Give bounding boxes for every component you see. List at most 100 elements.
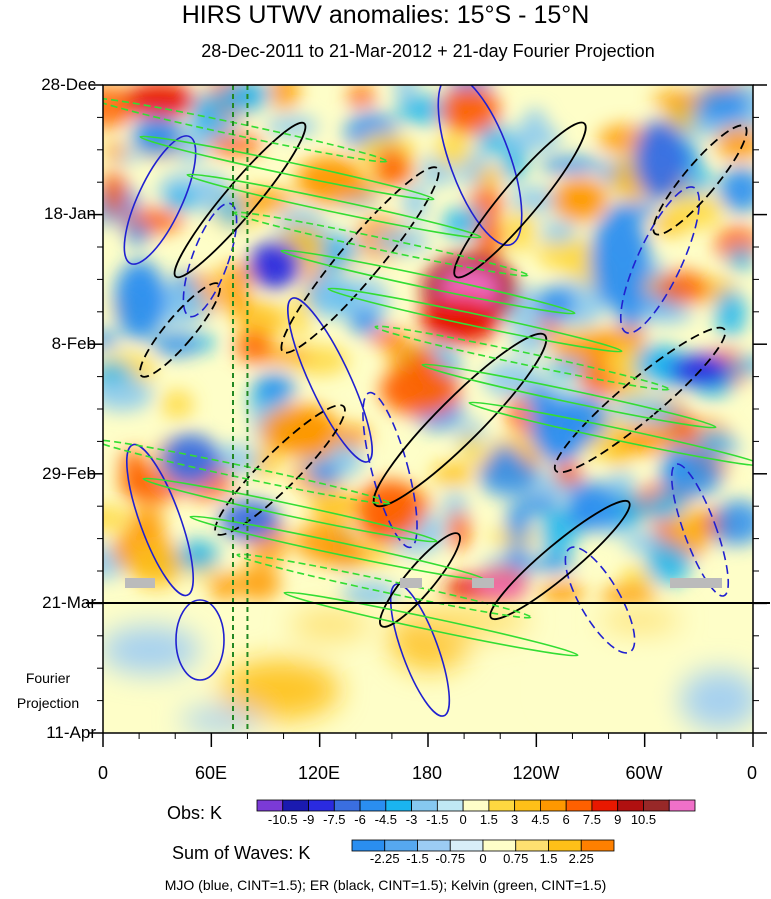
colorbar-swatch bbox=[515, 839, 549, 852]
anomaly-blob bbox=[728, 246, 753, 271]
anomaly-blob bbox=[564, 242, 587, 280]
anomaly-blob bbox=[349, 309, 382, 335]
kelvin-contour bbox=[142, 477, 438, 543]
x-tick-label: 60W bbox=[625, 763, 663, 783]
colorbar-tick-label: -3 bbox=[405, 812, 418, 827]
anomaly-blob bbox=[434, 132, 472, 168]
anomaly-blob bbox=[717, 166, 753, 213]
kelvin-contour bbox=[236, 553, 532, 619]
anomaly-blob bbox=[657, 270, 708, 305]
colorbar-tick-label: 9 bbox=[614, 812, 622, 827]
strong-anomaly-blob bbox=[249, 241, 301, 289]
projection-blob bbox=[600, 608, 680, 632]
colorbar-tick-label: 2.25 bbox=[568, 851, 594, 866]
waves-colorbar bbox=[351, 839, 615, 852]
colorbar-swatch bbox=[436, 799, 464, 812]
er-contour bbox=[553, 326, 727, 474]
x-tick-label: 120E bbox=[297, 763, 341, 783]
anomaly-blob bbox=[238, 188, 294, 213]
strong-anomaly-blob bbox=[114, 260, 166, 340]
anomaly-blob bbox=[536, 286, 576, 320]
colorbar-swatch bbox=[384, 839, 418, 852]
anomaly-blob bbox=[338, 423, 370, 449]
er-contour bbox=[489, 499, 631, 621]
kelvin-contour bbox=[139, 135, 435, 201]
anomaly-blob bbox=[130, 506, 165, 536]
colorbar-swatch bbox=[548, 839, 582, 852]
kelvin-contour bbox=[421, 363, 717, 429]
colorbar-swatch bbox=[333, 799, 361, 812]
kelvin-contour bbox=[103, 97, 388, 163]
er-contour bbox=[379, 532, 461, 628]
x-tick-label: 180 bbox=[411, 763, 443, 783]
er-contour bbox=[173, 121, 307, 279]
anomaly-blob bbox=[128, 542, 184, 589]
kelvin-contour bbox=[280, 249, 576, 315]
projection-blob bbox=[180, 708, 260, 732]
waves-colorbar-label: Sum of Waves: K bbox=[172, 843, 311, 863]
er-contour bbox=[139, 282, 221, 378]
anomaly-blob bbox=[133, 113, 183, 157]
mjo-contour bbox=[175, 599, 225, 681]
anomaly-blob bbox=[524, 108, 546, 131]
projection-blob bbox=[103, 626, 200, 674]
colorbar-swatch bbox=[282, 799, 309, 812]
kelvin-contour bbox=[374, 325, 670, 391]
anomaly-blob bbox=[645, 542, 692, 585]
anomaly-blob bbox=[554, 461, 583, 486]
kelvin-contour bbox=[233, 211, 529, 277]
colorbar-tick-label: -7.5 bbox=[323, 812, 346, 827]
mjo-contour bbox=[437, 85, 523, 246]
anomaly-blob bbox=[713, 500, 753, 545]
colorbar-swatch bbox=[449, 839, 484, 852]
colorbar-tick-label: 0 bbox=[479, 851, 487, 866]
colorbar-tick-label: 1.5 bbox=[539, 851, 558, 866]
anomaly-blob bbox=[119, 449, 149, 481]
obs-colorbar bbox=[256, 799, 696, 812]
colorbar-tick-label: 3 bbox=[511, 812, 519, 827]
anomaly-blob bbox=[269, 85, 300, 110]
observed-anomaly-field bbox=[103, 85, 753, 611]
chart-footer: MJO (blue, CINT=1.5); ER (black, CINT=1.… bbox=[164, 877, 607, 893]
colorbar-swatch bbox=[417, 839, 451, 852]
colorbar-swatch bbox=[256, 799, 284, 812]
colorbar-swatch bbox=[643, 799, 670, 812]
colorbar-tick-label: -0.75 bbox=[435, 851, 466, 866]
colorbar-tick-label: 6 bbox=[562, 812, 570, 827]
anomaly-blob bbox=[152, 332, 201, 357]
colorbar-swatch bbox=[359, 799, 387, 812]
missing-data-marker bbox=[125, 578, 155, 588]
colorbar-tick-label: -6 bbox=[354, 812, 366, 827]
er-contour bbox=[214, 404, 346, 536]
anomaly-blob bbox=[103, 170, 127, 216]
colorbar-swatch bbox=[540, 799, 567, 812]
strong-anomaly-blob bbox=[380, 364, 460, 416]
colorbar-tick-label: -1.5 bbox=[426, 812, 449, 827]
strong-anomaly-blob bbox=[296, 156, 364, 204]
colorbar-swatch bbox=[668, 799, 696, 812]
anomaly-blob bbox=[539, 509, 578, 556]
colorbar-swatch bbox=[565, 799, 593, 812]
colorbar-swatch bbox=[462, 799, 490, 812]
anomaly-blob bbox=[207, 133, 263, 156]
kelvin-contour bbox=[283, 591, 579, 657]
kelvin-contour bbox=[327, 287, 623, 353]
strong-anomaly-blob bbox=[160, 434, 220, 486]
anomaly-blob bbox=[103, 504, 131, 531]
projection-label: Projection bbox=[16, 695, 80, 711]
colorbar-tick-label: 4.5 bbox=[531, 812, 550, 827]
anomaly-blob bbox=[611, 395, 673, 423]
projection-blob bbox=[550, 666, 650, 714]
strong-anomaly-blob bbox=[590, 210, 650, 310]
anomaly-blob bbox=[505, 501, 531, 544]
anomaly-blob bbox=[221, 85, 273, 107]
anomaly-blob bbox=[607, 342, 638, 385]
anomaly-blob bbox=[193, 172, 231, 216]
anomaly-blob bbox=[566, 491, 624, 530]
anomaly-blob bbox=[520, 493, 559, 516]
missing-data-marker bbox=[400, 578, 422, 588]
projection-blob bbox=[220, 660, 340, 720]
anomaly-blob bbox=[715, 125, 753, 161]
anomaly-blob bbox=[651, 90, 704, 107]
colorbar-tick-label: 1.5 bbox=[479, 812, 498, 827]
